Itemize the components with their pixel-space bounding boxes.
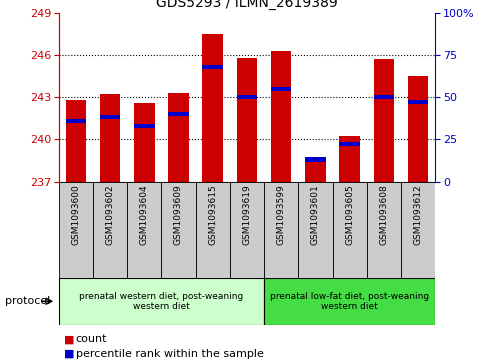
Bar (339, 142, 359, 147)
Text: GSM1093599: GSM1093599 (276, 184, 285, 245)
Text: GSM1093615: GSM1093615 (208, 184, 217, 245)
Text: GSM1093604: GSM1093604 (140, 184, 148, 245)
Bar (270, 51, 291, 182)
Bar (168, 112, 188, 116)
Bar (134, 124, 154, 128)
Bar (407, 100, 427, 104)
Bar (59, 278, 264, 325)
Text: GSM1093601: GSM1093601 (310, 184, 319, 245)
Bar (161, 182, 195, 278)
Text: ■: ■ (63, 334, 74, 344)
Text: prenatal western diet, post-weaning
western diet: prenatal western diet, post-weaning west… (79, 291, 243, 311)
Text: GSM1093608: GSM1093608 (379, 184, 387, 245)
Bar (264, 182, 298, 278)
Bar (407, 76, 427, 182)
Text: count: count (76, 334, 107, 344)
Text: prenatal low-fat diet, post-weaning
western diet: prenatal low-fat diet, post-weaning west… (269, 291, 428, 311)
Bar (65, 119, 86, 123)
Bar (100, 115, 120, 119)
Bar (93, 182, 127, 278)
Bar (373, 59, 393, 182)
Bar (202, 65, 223, 69)
Bar (339, 136, 359, 182)
Text: GSM1093612: GSM1093612 (413, 184, 422, 245)
Text: GSM1093609: GSM1093609 (174, 184, 183, 245)
Bar (134, 103, 154, 182)
Text: GSM1093602: GSM1093602 (105, 184, 114, 245)
Bar (65, 100, 86, 182)
Bar (127, 182, 161, 278)
Bar (100, 94, 120, 182)
Text: GSM1093605: GSM1093605 (345, 184, 353, 245)
Bar (305, 162, 325, 182)
Text: GSM1093600: GSM1093600 (71, 184, 80, 245)
Bar (264, 278, 434, 325)
Bar (373, 95, 393, 99)
Bar (366, 182, 400, 278)
Bar (59, 182, 93, 278)
Bar (168, 93, 188, 182)
Bar (332, 182, 366, 278)
Bar (195, 182, 229, 278)
Bar (229, 182, 264, 278)
Title: GDS5293 / ILMN_2619389: GDS5293 / ILMN_2619389 (156, 0, 337, 10)
Text: ■: ■ (63, 349, 74, 359)
Bar (236, 95, 257, 99)
Bar (298, 182, 332, 278)
Bar (400, 182, 434, 278)
Text: protocol: protocol (5, 296, 50, 306)
Bar (305, 158, 325, 162)
Text: percentile rank within the sample: percentile rank within the sample (76, 349, 263, 359)
Text: GSM1093619: GSM1093619 (242, 184, 251, 245)
Bar (202, 34, 223, 182)
Bar (236, 58, 257, 182)
Bar (270, 86, 291, 91)
